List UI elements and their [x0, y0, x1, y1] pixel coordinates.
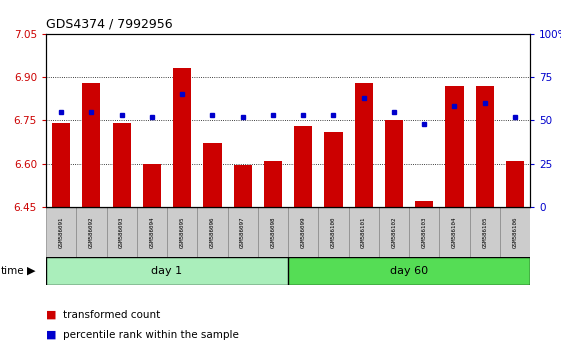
Text: GSM586102: GSM586102: [392, 216, 397, 247]
Bar: [113, 123, 131, 207]
Bar: [439, 207, 470, 257]
Bar: [264, 161, 282, 207]
Text: percentile rank within the sample: percentile rank within the sample: [63, 330, 239, 339]
Text: GSM586106: GSM586106: [513, 216, 517, 247]
Bar: [470, 207, 500, 257]
Text: ▶: ▶: [27, 266, 35, 276]
Text: GSM586098: GSM586098: [270, 216, 275, 247]
Text: GSM586105: GSM586105: [482, 216, 488, 247]
Bar: [355, 83, 373, 207]
Bar: [46, 257, 288, 285]
Bar: [197, 207, 228, 257]
Bar: [173, 68, 191, 207]
Bar: [385, 120, 403, 207]
Bar: [506, 161, 524, 207]
Text: time: time: [1, 266, 25, 276]
Text: ■: ■: [46, 310, 57, 320]
Bar: [379, 207, 409, 257]
Bar: [143, 164, 161, 207]
Bar: [76, 207, 107, 257]
Bar: [137, 207, 167, 257]
Bar: [294, 126, 312, 207]
Bar: [409, 207, 439, 257]
Text: GSM586095: GSM586095: [180, 216, 185, 247]
Text: transformed count: transformed count: [63, 310, 160, 320]
Bar: [52, 123, 70, 207]
Bar: [46, 207, 76, 257]
Text: GSM586099: GSM586099: [301, 216, 306, 247]
Bar: [348, 207, 379, 257]
Bar: [228, 207, 258, 257]
Text: day 60: day 60: [390, 266, 428, 276]
Text: GSM586100: GSM586100: [331, 216, 336, 247]
Bar: [288, 257, 530, 285]
Bar: [203, 143, 222, 207]
Bar: [82, 83, 100, 207]
Text: GSM586094: GSM586094: [149, 216, 154, 247]
Text: GSM586092: GSM586092: [89, 216, 94, 247]
Text: GSM586104: GSM586104: [452, 216, 457, 247]
Bar: [318, 207, 348, 257]
Bar: [233, 165, 252, 207]
Text: GSM586091: GSM586091: [59, 216, 63, 247]
Text: day 1: day 1: [151, 266, 182, 276]
Text: ■: ■: [46, 330, 57, 339]
Bar: [415, 201, 433, 207]
Bar: [167, 207, 197, 257]
Bar: [288, 207, 318, 257]
Text: GSM586101: GSM586101: [361, 216, 366, 247]
Text: GSM586097: GSM586097: [240, 216, 245, 247]
Text: GSM586103: GSM586103: [422, 216, 427, 247]
Text: GDS4374 / 7992956: GDS4374 / 7992956: [46, 17, 173, 30]
Bar: [500, 207, 530, 257]
Text: GSM586093: GSM586093: [119, 216, 124, 247]
Bar: [324, 132, 343, 207]
Bar: [476, 86, 494, 207]
Bar: [107, 207, 137, 257]
Text: GSM586096: GSM586096: [210, 216, 215, 247]
Bar: [258, 207, 288, 257]
Bar: [445, 86, 463, 207]
